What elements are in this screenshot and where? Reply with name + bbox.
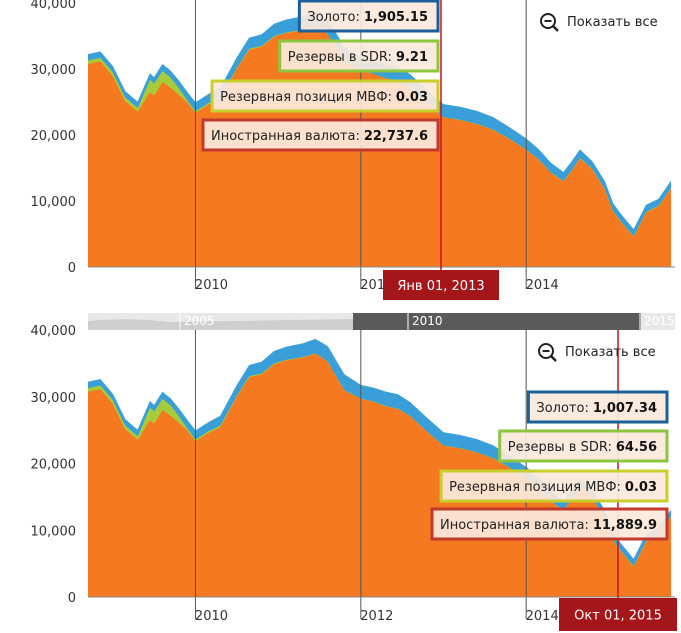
tooltip-label: Золото: <box>536 401 588 416</box>
tooltip-label: Иностранная валюта: <box>211 129 360 144</box>
bottom-chart-panel: 2005 2010 2015 2010 2012 2014 0 10,000 20,000 3… <box>31 313 677 631</box>
reset-zoom-label: Показать все <box>567 15 658 30</box>
tooltip-row-0: Золото: 1,007.34 <box>526 390 669 424</box>
crosshair-date-label: Янв 01, 2013 <box>397 279 484 294</box>
reset-zoom-button[interactable]: Показать все <box>540 13 658 32</box>
tooltip-value: 0.03 <box>396 90 428 105</box>
series-area-3[interactable] <box>88 338 672 567</box>
tooltip-value: 1,905.15 <box>364 10 428 25</box>
y-tick-label: 0 <box>68 261 76 276</box>
tooltip-row-2: Резервная позиция МВФ: 0.03 <box>210 79 440 113</box>
bottom-y-axis: 0 10,000 20,000 30,000 40,000 <box>31 324 77 606</box>
x-tick-label: 2014 <box>526 609 559 624</box>
y-tick-label: 10,000 <box>31 195 77 210</box>
zoom-out-icon-handle <box>552 25 559 32</box>
zoom-out-icon <box>540 13 556 29</box>
tooltip-value: 22,737.6 <box>364 129 428 144</box>
tooltip-box <box>201 118 440 152</box>
x-tick-label: 2012 <box>360 609 393 624</box>
tooltip-row-3: Иностранная валюта: 22,737.6 <box>201 118 440 152</box>
y-tick-label: 40,000 <box>31 324 77 339</box>
navigator-series-area <box>88 319 353 330</box>
tooltip-box <box>526 390 669 424</box>
tooltip-box <box>278 39 440 73</box>
y-tick-label: 30,000 <box>31 391 77 406</box>
tooltip-label: Резервная позиция МВФ: <box>449 480 621 495</box>
tooltip-row-3: Иностранная валюта: 11,889.9 <box>430 507 669 541</box>
tooltip-value: 1,007.34 <box>593 401 657 416</box>
tooltip-label: Резервы в SDR: <box>288 50 392 65</box>
y-tick-label: 20,000 <box>31 129 77 144</box>
tooltip-value: 64.56 <box>616 440 657 455</box>
bottom-plot-area[interactable] <box>87 338 672 597</box>
navigator-label: 2015 <box>644 314 675 328</box>
reset-zoom-label: Показать все <box>565 345 656 360</box>
tooltip-label: Иностранная валюта: <box>440 518 589 533</box>
zoom-out-icon-handle <box>550 355 557 362</box>
tooltip-label: Резервная позиция МВФ: <box>220 90 392 105</box>
x-tick-label: 2010 <box>195 609 228 624</box>
tooltip-value: 9.21 <box>396 50 428 65</box>
tooltip-value: 0.03 <box>625 480 657 495</box>
tooltip-row-1: Резервы в SDR: 64.56 <box>498 429 669 463</box>
crosshair-date-label: Окт 01, 2015 <box>574 609 662 624</box>
tooltip-value: 11,889.9 <box>593 518 657 533</box>
tooltip-label: Золото: <box>307 10 359 25</box>
tooltip-box <box>430 507 669 541</box>
navigator-label: 2005 <box>184 314 215 328</box>
tooltip-box <box>439 469 669 503</box>
series-area-3[interactable] <box>88 11 672 237</box>
y-tick-label: 30,000 <box>31 63 77 78</box>
tooltip-row-0: Золото: 1,905.15 <box>297 0 440 33</box>
bottom-navigator[interactable]: 2005 2010 2015 <box>88 313 675 330</box>
navigator-label: 2010 <box>412 314 443 328</box>
x-tick-label: 2010 <box>195 278 228 293</box>
crosshair-date-badge <box>559 598 677 631</box>
y-tick-label: 10,000 <box>31 524 77 539</box>
bottom-overlay: Окт 01, 2015 Показать все Золото: 1,007.34 Р… <box>430 330 677 631</box>
top-overlay: Янв 01, 2013 Показать все Золото: 1,905.15 Р… <box>201 0 658 300</box>
y-tick-label: 0 <box>68 591 76 606</box>
navigator-selected-range[interactable] <box>353 313 641 330</box>
crosshair-date-badge <box>383 270 499 300</box>
tooltip-label: Резервы в SDR: <box>508 440 612 455</box>
tooltip-box <box>297 0 440 33</box>
y-tick-label: 20,000 <box>31 458 77 473</box>
x-tick-label: 2014 <box>526 278 559 293</box>
tooltip-row-1: Резервы в SDR: 9.21 <box>278 39 440 73</box>
tooltip-row-2: Резервная позиция МВФ: 0.03 <box>439 469 669 503</box>
reset-zoom-button[interactable]: Показать все <box>538 343 656 362</box>
tooltip-box <box>210 79 440 113</box>
top-y-axis: 0 10,000 20,000 30,000 40,000 <box>31 0 77 276</box>
tooltip-box <box>498 429 669 463</box>
y-tick-label: 40,000 <box>31 0 77 12</box>
zoom-out-icon <box>538 343 554 359</box>
